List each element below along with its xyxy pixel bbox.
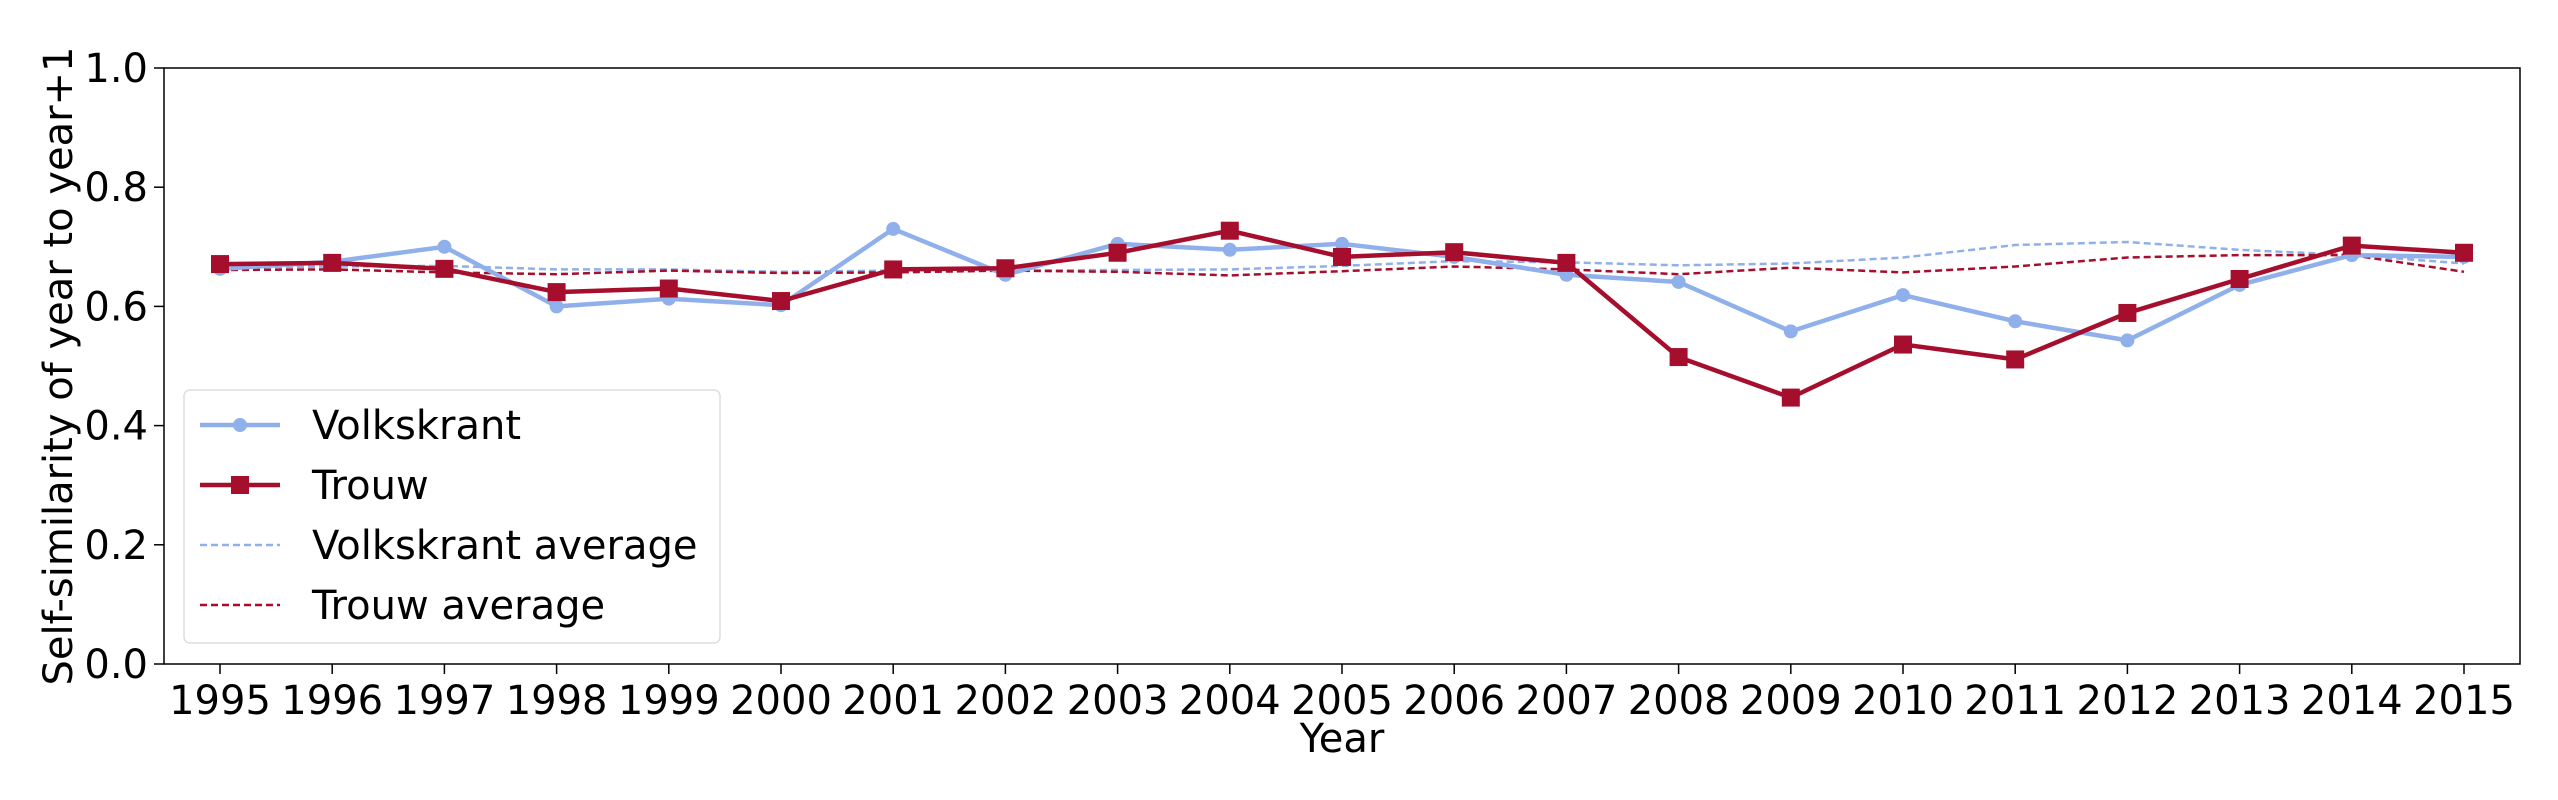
legend-label: Volkskrant [312,403,521,449]
data-point [2006,350,2025,369]
legend: Volkskrant Trouw Volkskrant average Trouw a… [183,389,721,644]
x-tick-label: 1995 [169,678,271,724]
legend-label: Trouw average [311,583,605,629]
data-point [1108,243,1127,262]
data-point [1445,243,1464,262]
data-point [1894,335,1912,354]
y-tick-label: 0.8 [84,165,148,211]
data-point [1671,274,1686,289]
legend-label: Trouw [311,463,429,509]
x-axis-ticks: 1995 1996 1997 1998 1999 2000 2001 2002 2003 2004… [169,664,2515,724]
chart-marks [211,221,2473,407]
data-point [1896,288,1910,303]
x-tick-label: 1997 [394,678,496,724]
y-tick-label: 0.6 [84,284,148,330]
legend-item: Volkskrant [200,403,521,449]
x-tick-label: 1996 [281,678,383,724]
data-point [437,239,452,254]
x-tick-label: 2010 [1852,678,1954,724]
legend-item: Volkskrant average [200,523,697,569]
x-tick-label: 2013 [2189,678,2291,724]
data-point [772,292,790,311]
y-axis-title: Self-similarity of year to year+1 [36,46,82,685]
data-point [659,279,678,298]
y-tick-label: 0.0 [84,642,148,688]
x-tick-label: 2011 [1964,678,2066,724]
series-trouw [211,221,2473,407]
data-point [1781,388,1800,407]
data-point [1669,348,1688,367]
x-tick-label: 1998 [506,678,608,724]
legend-item: Trouw [200,463,429,509]
legend-marker [231,476,249,494]
data-point [1335,236,1349,251]
series-trouw-average [219,253,2465,277]
data-point [2008,314,2023,329]
series-line [219,253,2465,277]
data-point [1222,242,1237,257]
data-point [886,221,901,236]
data-point [211,255,229,274]
data-point [547,283,566,302]
x-tick-label: 2009 [1740,678,1842,724]
x-tick-label: 2000 [730,678,832,724]
data-point [1557,253,1576,272]
data-point [435,259,454,278]
x-tick-label: 2003 [1067,678,1169,724]
data-point [1220,221,1239,240]
x-tick-label: 2007 [1516,678,1618,724]
data-point [2118,303,2137,322]
x-tick-label: 1999 [618,678,720,724]
data-point [1333,247,1351,266]
x-tick-label: 2006 [1403,678,1505,724]
x-tick-label: 2015 [2413,678,2515,724]
x-tick-label: 2002 [955,678,1057,724]
data-point [2342,236,2361,255]
y-tick-label: 0.2 [84,523,148,569]
y-tick-label: 1.0 [84,46,148,92]
data-point [323,253,342,272]
x-tick-label: 2001 [842,678,944,724]
x-tick-label: 2012 [2077,678,2179,724]
x-tick-label: 2008 [1628,678,1730,724]
y-axis-ticks: 0.0 0.2 0.4 0.6 0.8 1.0 [84,46,164,688]
data-point [996,259,1015,278]
legend-marker [233,418,247,432]
data-point [1783,324,1798,339]
x-tick-label: 2004 [1179,678,1281,724]
x-axis-title: Year [1299,716,1385,762]
legend-label: Volkskrant average [312,523,697,569]
data-point [2230,269,2249,288]
data-point [549,299,564,314]
x-tick-label: 2014 [2301,678,2403,724]
data-point [2455,243,2473,262]
legend-box [183,389,721,644]
x-tick-label: 2005 [1291,678,1393,724]
data-point [884,260,903,279]
y-tick-label: 0.4 [84,404,148,450]
legend-item: Trouw average [200,583,605,629]
data-point [2120,333,2135,348]
